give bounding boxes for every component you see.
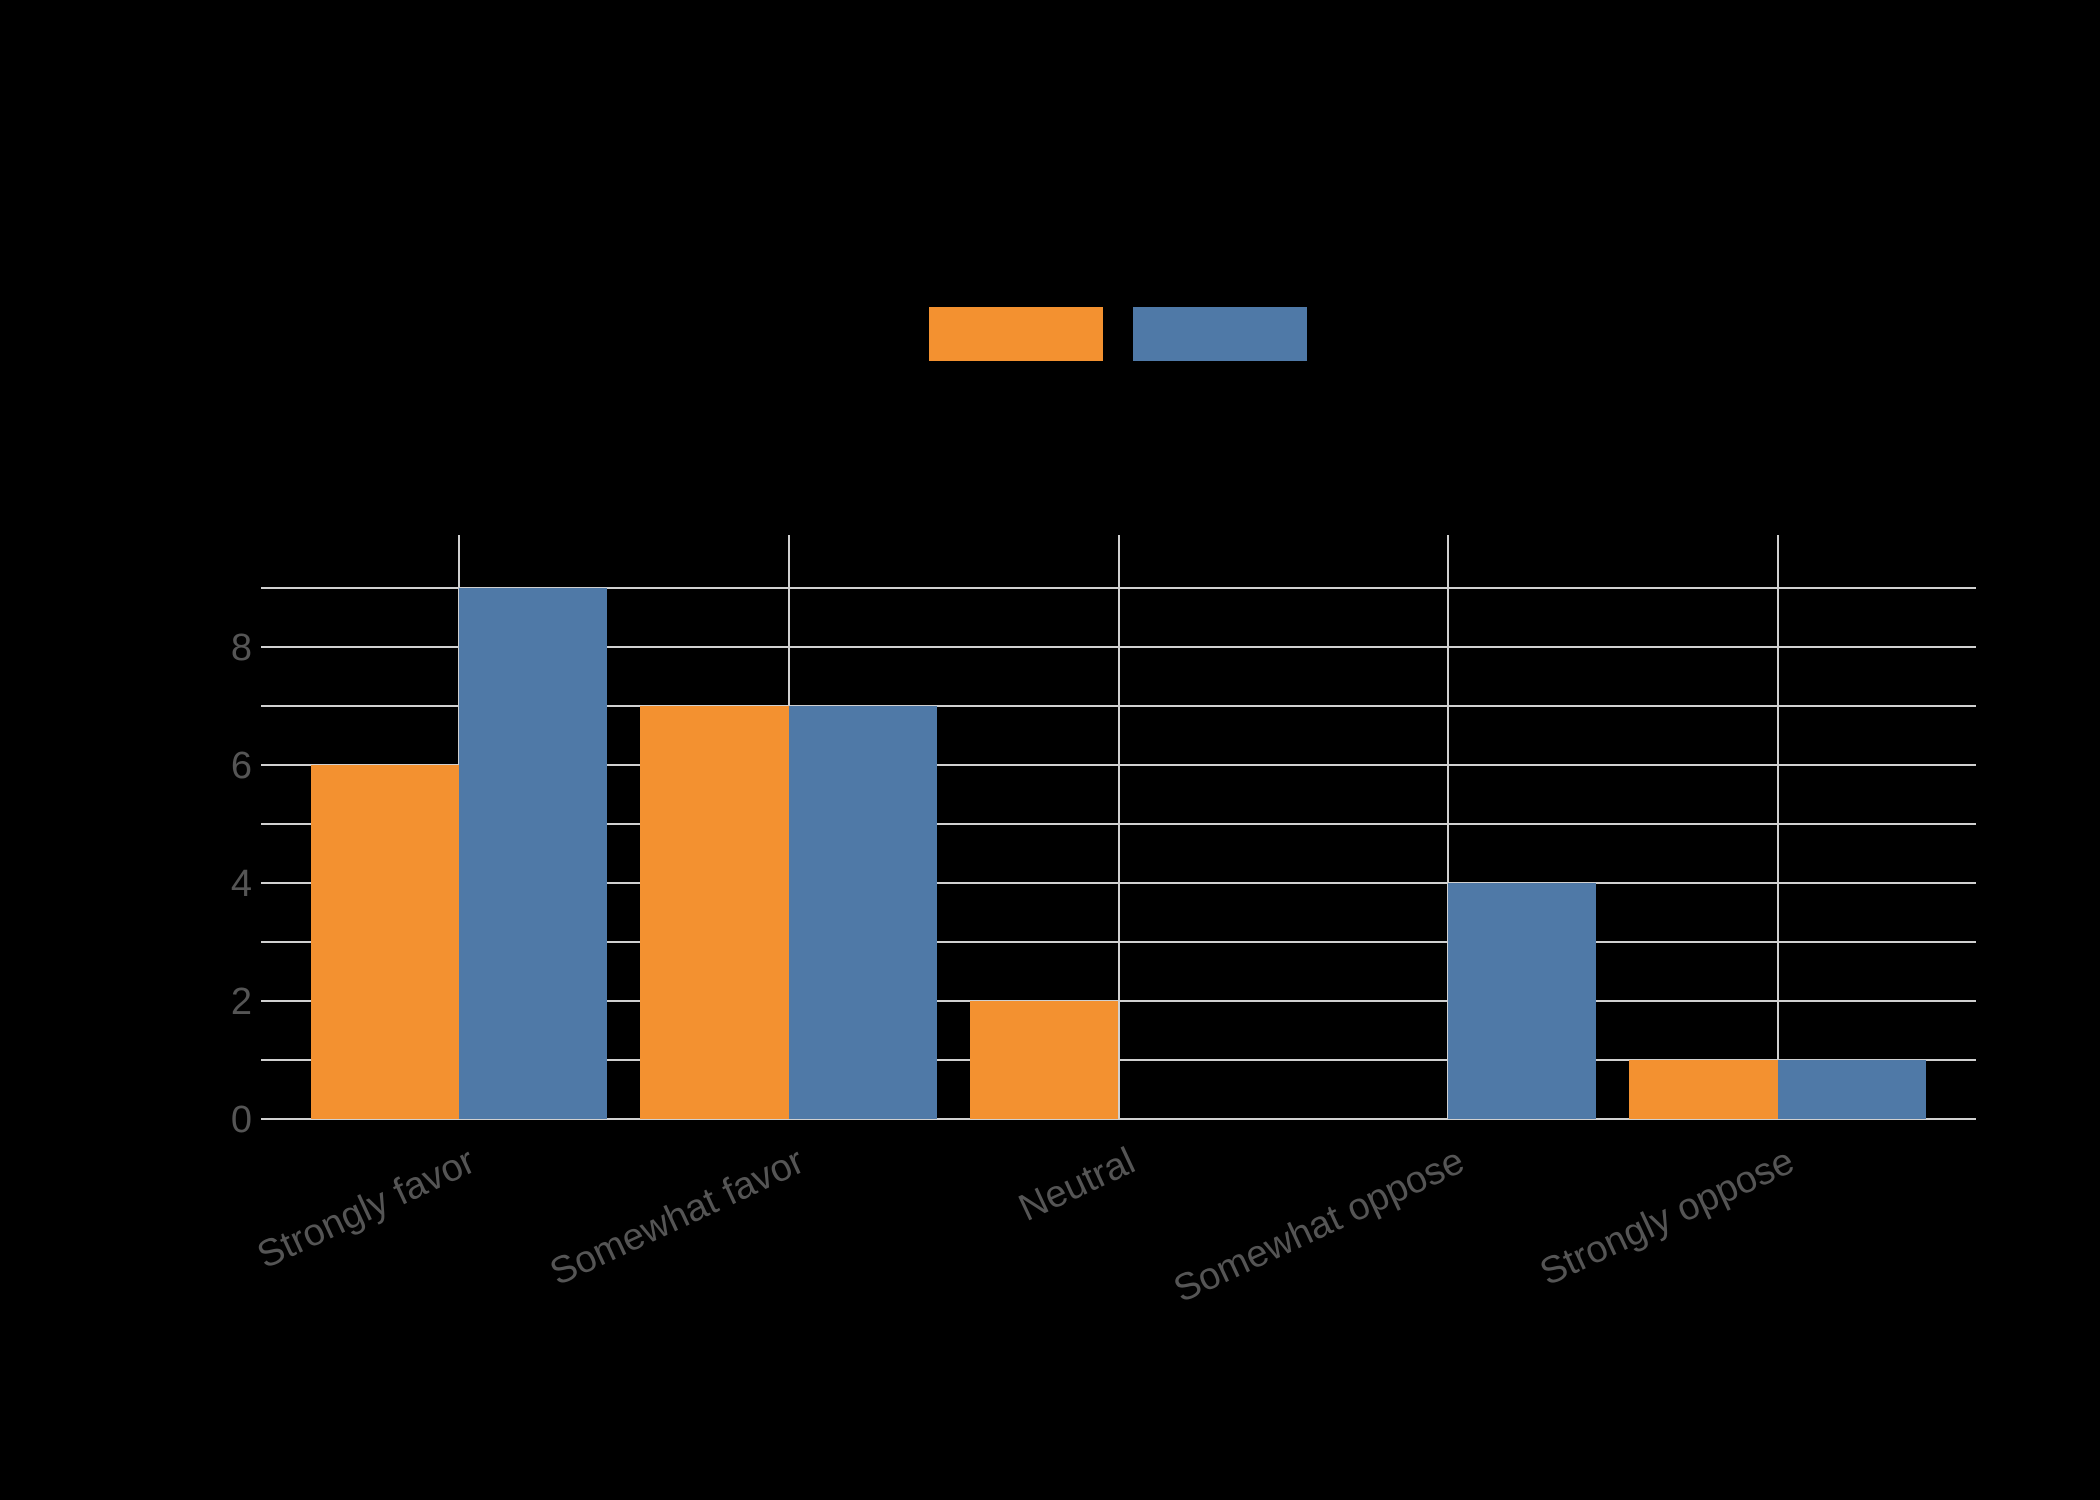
y-tick-label: 0	[230, 1099, 252, 1141]
bar-strongly-favor-series-2[interactable]	[459, 588, 607, 1119]
bar-somewhat-favor-series-2[interactable]	[789, 706, 937, 1119]
gridline-x-strongly-oppose	[1777, 535, 1779, 1119]
legend-swatch-series-1[interactable]	[929, 307, 1103, 361]
bar-strongly-oppose-series-1[interactable]	[1629, 1060, 1778, 1119]
bar-neutral-series-1[interactable]	[970, 1001, 1118, 1119]
legend-swatch-series-2[interactable]	[1133, 307, 1307, 361]
gridline-x-somewhat-oppose	[1447, 535, 1449, 1119]
bar-somewhat-oppose-series-2[interactable]	[1448, 883, 1596, 1119]
gridline-y-0	[261, 1118, 1976, 1120]
gridline-x-neutral	[1118, 535, 1120, 1119]
y-tick-label: 6	[230, 745, 252, 787]
y-tick-label: 4	[230, 863, 252, 905]
bar-strongly-oppose-series-2[interactable]	[1778, 1060, 1926, 1119]
bar-strongly-favor-series-1[interactable]	[311, 765, 459, 1119]
y-tick-label: 8	[230, 627, 252, 669]
y-tick-label: 2	[230, 981, 252, 1023]
bar-somewhat-favor-series-1[interactable]	[640, 706, 789, 1119]
